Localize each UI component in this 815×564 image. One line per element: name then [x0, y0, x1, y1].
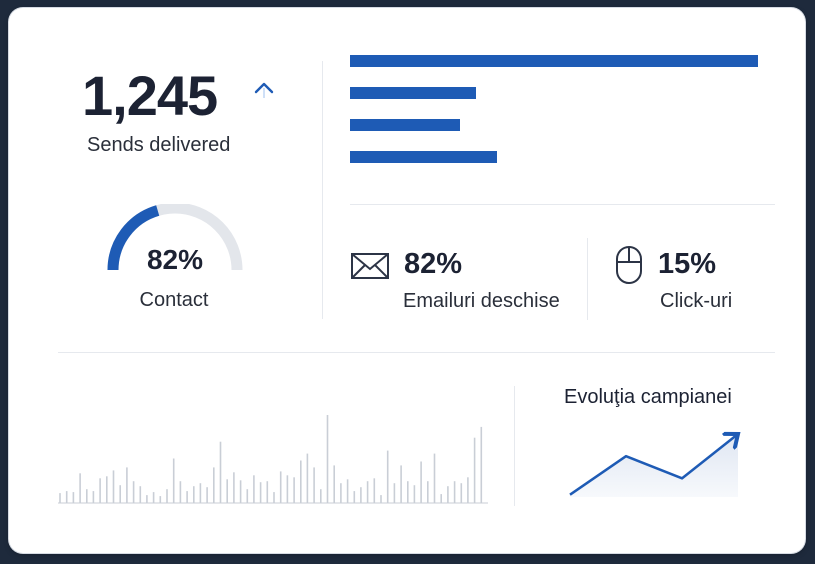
evolution-line	[569, 434, 738, 496]
contact-gauge	[107, 204, 243, 271]
sends-delivered-value: 1,245	[82, 64, 218, 127]
click-rate-label: Click-uri	[660, 290, 733, 312]
evolution-line-chart	[569, 423, 752, 497]
activity-sparkline	[58, 415, 488, 504]
divider-horizontal	[58, 352, 775, 353]
emails-opened-label: Emailuri deschise	[403, 290, 560, 312]
chevron-up-icon[interactable]	[253, 78, 275, 100]
evolution-chart-title: Evoluţia campianei	[564, 386, 732, 408]
bar	[350, 87, 477, 99]
click-rate-value: 15%	[658, 248, 717, 280]
gauge-fill	[107, 205, 160, 271]
bar	[350, 151, 497, 163]
divider-horizontal	[350, 204, 775, 205]
emails-opened-value: 82%	[404, 248, 463, 280]
contact-gauge-value: 82%	[146, 244, 204, 275]
envelope-icon	[351, 253, 389, 279]
mouse-icon	[616, 246, 642, 284]
sends-delivered-label: Sends delivered	[87, 134, 231, 156]
dashboard-card: 1,245 Sends delivered 82% Contact 82% Em…	[9, 8, 805, 553]
evolution-area	[570, 434, 738, 497]
bar	[350, 119, 461, 131]
divider-vertical	[587, 238, 588, 320]
contact-gauge-label: Contact	[139, 289, 209, 311]
bar	[350, 55, 758, 67]
divider-vertical	[514, 386, 515, 506]
divider-vertical	[322, 61, 323, 319]
